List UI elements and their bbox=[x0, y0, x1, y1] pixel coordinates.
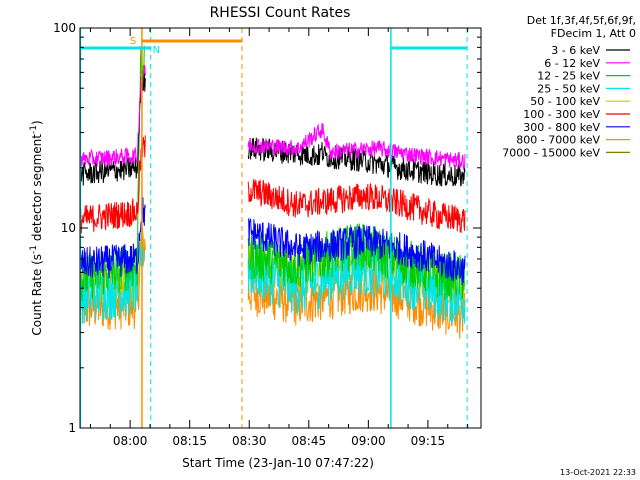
x-tick-label: 08:30 bbox=[232, 434, 267, 448]
series-line bbox=[79, 45, 145, 302]
x-tick-label: 08:45 bbox=[292, 434, 327, 448]
x-tick-label: 08:15 bbox=[172, 434, 207, 448]
plot-content: SN bbox=[79, 28, 468, 428]
timestamp: 13-Oct-2021 22:33 bbox=[560, 468, 636, 477]
series-line bbox=[247, 217, 466, 286]
legend-label: 12 - 25 keV bbox=[537, 70, 600, 83]
y-axis-label-sup2: -1 bbox=[29, 125, 39, 134]
series-line bbox=[79, 222, 145, 324]
series-line bbox=[247, 123, 466, 170]
x-tick-label: 08:00 bbox=[113, 434, 148, 448]
series-line bbox=[79, 69, 146, 186]
legend-label: 3 - 6 keV bbox=[551, 44, 600, 57]
series-line bbox=[79, 134, 146, 234]
y-axis-label-tail: detector segment bbox=[30, 134, 44, 245]
x-axis-label: Start Time (23-Jan-10 07:47:22) bbox=[182, 456, 374, 470]
series-line bbox=[79, 197, 146, 279]
legend-label: 100 - 300 keV bbox=[523, 108, 600, 121]
y-axis-label-close: ) bbox=[30, 120, 44, 125]
series-line bbox=[79, 64, 146, 168]
legend-header-1: Det 1f,3f,4f,5f,6f,9f, bbox=[527, 14, 636, 27]
series-line bbox=[247, 137, 466, 187]
legend-label: 50 - 100 keV bbox=[530, 95, 600, 108]
legend-label: 25 - 50 keV bbox=[537, 82, 600, 95]
x-tick-label: 09:00 bbox=[351, 434, 386, 448]
y-axis-label-main: Count Rate (s bbox=[30, 254, 44, 336]
axes: 1 10 100 08:00 08:15 08:30 08:45 09:00 09:15 bbox=[53, 21, 481, 448]
y-tick-label: 1 bbox=[68, 421, 76, 435]
x-tick-label: 09:15 bbox=[411, 434, 446, 448]
legend-label: 800 - 7000 keV bbox=[516, 134, 600, 147]
legend-label: 7000 - 15000 keV bbox=[502, 146, 600, 159]
y-axis-label: Count Rate (s-1 detector segment-1) bbox=[29, 120, 44, 335]
legend-header-2: FDecim 1, Att 0 bbox=[551, 27, 636, 40]
y-axis-label-sup: -1 bbox=[29, 245, 39, 254]
y-tick-label: 100 bbox=[53, 21, 76, 35]
night-label: N bbox=[153, 45, 160, 56]
y-tick-label: 10 bbox=[61, 221, 76, 235]
legend-label: 6 - 12 keV bbox=[544, 57, 600, 70]
series-line bbox=[247, 178, 466, 234]
chart-title: RHESSI Count Rates bbox=[210, 5, 351, 21]
legend-label: 300 - 800 keV bbox=[523, 121, 600, 134]
saa-label: S bbox=[130, 36, 136, 47]
legend: Det 1f,3f,4f,5f,6f,9f, FDecim 1, Att 0 3… bbox=[502, 14, 636, 159]
